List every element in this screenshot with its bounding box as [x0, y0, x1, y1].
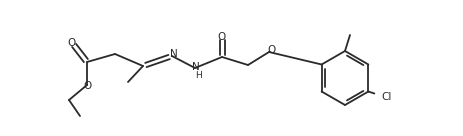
Text: N: N — [192, 62, 200, 72]
Text: O: O — [67, 38, 75, 48]
Text: O: O — [84, 81, 92, 91]
Text: H: H — [196, 70, 202, 80]
Text: N: N — [170, 49, 178, 59]
Text: O: O — [267, 45, 275, 55]
Text: Cl: Cl — [381, 92, 392, 101]
Text: O: O — [218, 32, 226, 42]
